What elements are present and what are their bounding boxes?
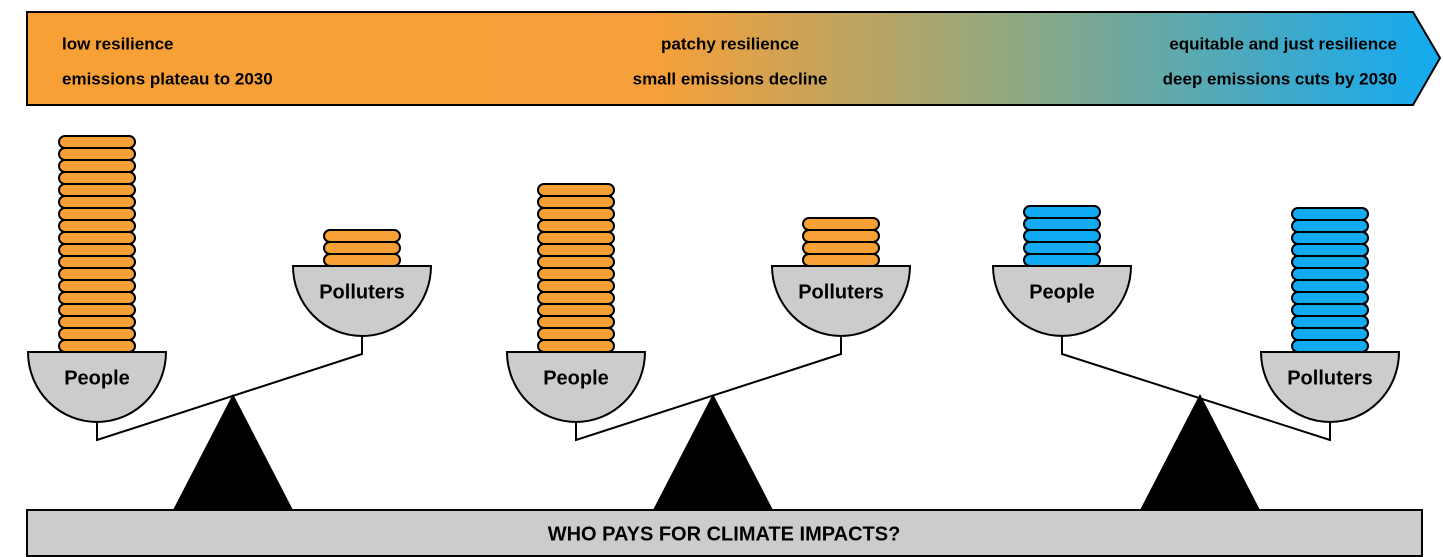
footer-title: WHO PAYS FOR CLIMATE IMPACTS? (548, 523, 901, 545)
pan-label: People (1029, 281, 1095, 303)
coin (537, 291, 615, 305)
coin (537, 195, 615, 209)
coin (58, 207, 136, 221)
pan-label: Polluters (798, 281, 884, 303)
coin (1291, 255, 1369, 269)
coin (537, 267, 615, 281)
coin (537, 315, 615, 329)
coin (58, 159, 136, 173)
coin (58, 171, 136, 185)
pan (291, 265, 433, 337)
coin (58, 267, 136, 281)
coin (1291, 279, 1369, 293)
stage-title: low resilience (62, 34, 174, 53)
beam (96, 336, 363, 442)
coin (58, 339, 136, 353)
coin (1023, 217, 1101, 231)
coin (1291, 339, 1369, 353)
coin (537, 279, 615, 293)
pan (770, 265, 912, 337)
coin (1291, 207, 1369, 221)
coin (1291, 231, 1369, 245)
coin (323, 229, 401, 243)
coin (537, 219, 615, 233)
coin (1291, 315, 1369, 329)
coin (58, 255, 136, 269)
coin (1291, 303, 1369, 317)
coin (1023, 205, 1101, 219)
coin (1291, 243, 1369, 257)
stage-title: patchy resilience (661, 34, 799, 53)
coin (802, 229, 880, 243)
coin (802, 253, 880, 267)
stage-subtitle: small emissions decline (633, 69, 828, 88)
coin (323, 241, 401, 255)
coin (58, 231, 136, 245)
coin (58, 315, 136, 329)
coin (1023, 229, 1101, 243)
coin (802, 241, 880, 255)
coin (58, 135, 136, 149)
pan (991, 265, 1133, 337)
coin (1291, 327, 1369, 341)
coin (537, 255, 615, 269)
pan (1259, 351, 1401, 423)
coin (802, 217, 880, 231)
coin (537, 303, 615, 317)
coin (58, 243, 136, 257)
beam (1061, 336, 1331, 442)
pan-label: People (64, 367, 130, 389)
stage-subtitle: emissions plateau to 2030 (62, 69, 273, 88)
beam (575, 336, 842, 442)
coin (537, 243, 615, 257)
coin (58, 291, 136, 305)
scales: People Polluters People Polluters People Poll… (26, 135, 1401, 510)
footer-bar (26, 509, 1423, 557)
coin (323, 253, 401, 267)
coin (58, 183, 136, 197)
pan-label: Polluters (319, 281, 405, 303)
coin (537, 183, 615, 197)
coin (58, 219, 136, 233)
coin (1291, 219, 1369, 233)
coin (537, 339, 615, 353)
coin (1023, 253, 1101, 267)
stage-subtitle: deep emissions cuts by 2030 (1163, 69, 1397, 88)
pan (505, 351, 647, 423)
stage-title: equitable and just resilience (1169, 34, 1397, 53)
pan-label: People (543, 367, 609, 389)
coin (58, 147, 136, 161)
coin (58, 303, 136, 317)
coin (537, 207, 615, 221)
coin (1291, 291, 1369, 305)
fulcrum (173, 394, 293, 510)
fulcrum (653, 394, 773, 510)
pan (26, 351, 168, 423)
coin (537, 327, 615, 341)
coin (1291, 267, 1369, 281)
fulcrum (1140, 394, 1260, 510)
pan-label: Polluters (1287, 367, 1373, 389)
coin (58, 279, 136, 293)
coin (58, 327, 136, 341)
coin (58, 195, 136, 209)
coin (537, 231, 615, 245)
progress-arrow (26, 11, 1442, 106)
coin (1023, 241, 1101, 255)
